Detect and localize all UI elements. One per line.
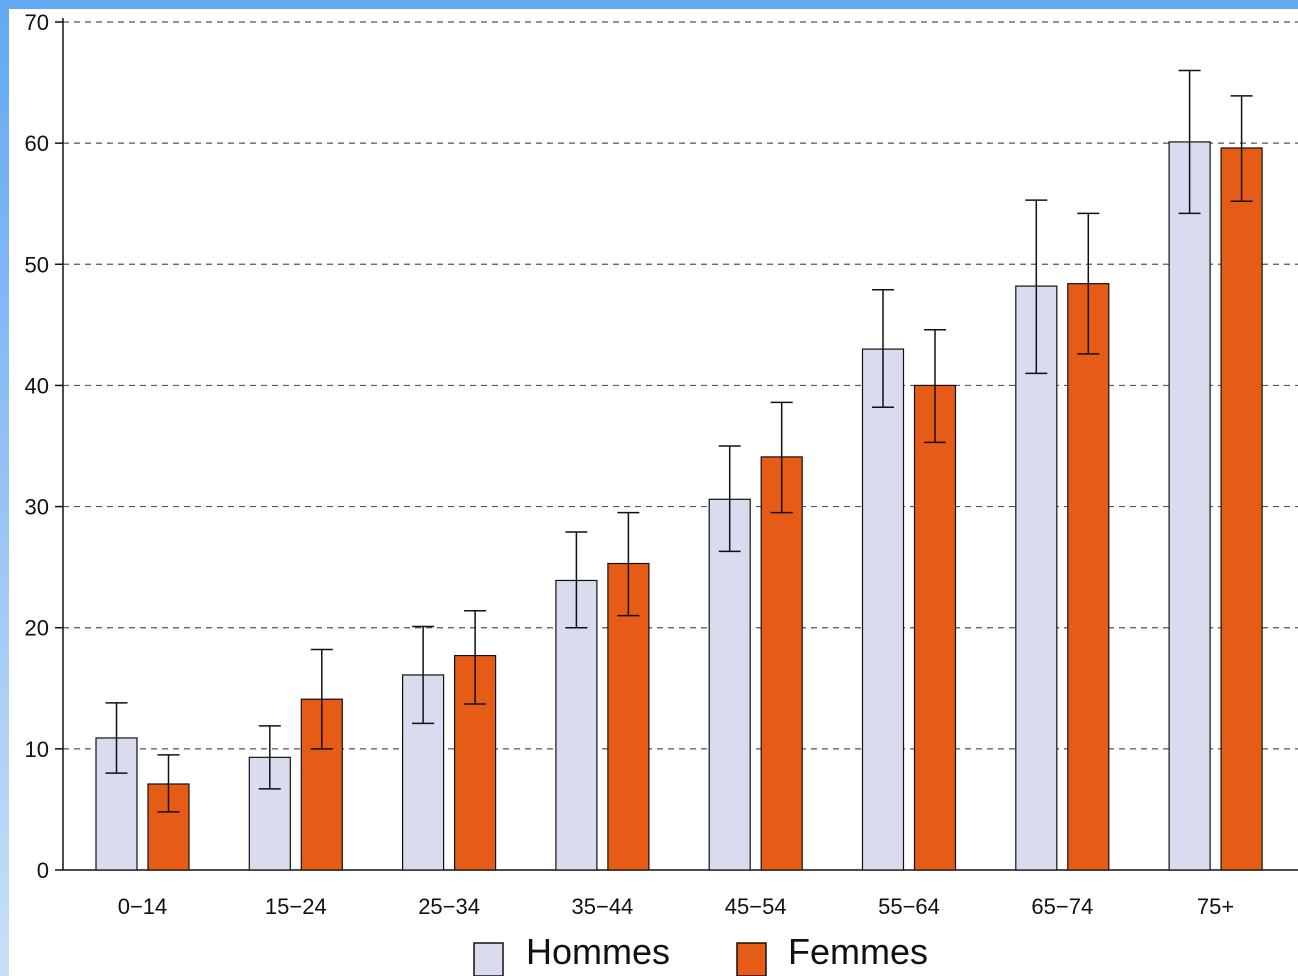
x-tick-label-1: 15−24: [265, 894, 327, 919]
bar-hommes-5: [861, 348, 905, 871]
legend-swatch-hommes: [473, 942, 504, 976]
y-tick-label-70: 70: [25, 10, 49, 35]
bar-femmes-4: [760, 456, 803, 871]
legend-label-femmes: Femmes: [788, 931, 928, 972]
y-tick-label-20: 20: [25, 616, 49, 641]
bar-hommes-3: [555, 579, 598, 871]
y-tick-label-30: 30: [25, 495, 49, 520]
y-tick-label-10: 10: [25, 737, 49, 762]
x-tick-label-2: 25−34: [418, 894, 480, 919]
y-tick-label-0: 0: [37, 858, 49, 883]
legend-label-hommes: Hommes: [526, 931, 670, 972]
y-tick-label-50: 50: [25, 252, 49, 277]
bars: [95, 69, 1263, 871]
legend-swatch-femmes: [736, 942, 767, 976]
bar-hommes-6: [1015, 285, 1058, 871]
bar-femmes-7: [1220, 147, 1263, 871]
bar-femmes-5: [913, 384, 957, 871]
legend: Hommes Femmes: [473, 931, 928, 976]
bar-femmes-6: [1067, 283, 1110, 871]
y-tick-label-40: 40: [25, 373, 49, 398]
x-tick-label-3: 35−44: [572, 894, 634, 919]
grid-lines: [63, 21, 1298, 750]
x-tick-label-0: 0−14: [118, 894, 168, 919]
y-tick-label-60: 60: [25, 131, 49, 156]
x-tick-label-6: 65−74: [1031, 894, 1093, 919]
x-axis-labels: 0−14 15−24 25−34 35−44 45−54 55−64 65−74 75+: [118, 894, 1235, 919]
x-tick-label-4: 45−54: [725, 894, 787, 919]
x-tick-label-5: 55−64: [878, 894, 940, 919]
x-tick-label-7: 75+: [1197, 894, 1234, 919]
bar-hommes-7: [1168, 141, 1211, 871]
bar-hommes-4: [708, 498, 751, 871]
